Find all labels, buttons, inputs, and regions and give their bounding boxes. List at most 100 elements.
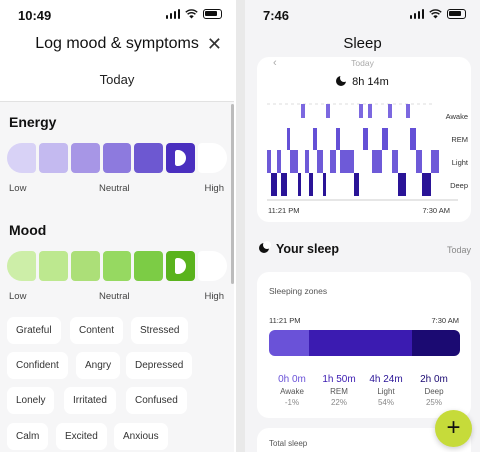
- mood-low-label: Low: [9, 291, 27, 302]
- battery-icon: [203, 9, 222, 19]
- zone-segment-deep: [412, 330, 460, 356]
- scrollbar[interactable]: [231, 104, 234, 284]
- status-time: 10:49: [18, 8, 52, 23]
- chip-depressed[interactable]: Depressed: [126, 352, 193, 379]
- hypnogram-bar: [359, 104, 363, 118]
- hypnogram-bar: [354, 173, 359, 196]
- chip-irritated[interactable]: Irritated: [64, 387, 116, 414]
- hypnogram-bar: [309, 173, 313, 196]
- mood-scale-option-6[interactable]: ✓: [166, 251, 196, 281]
- zone-percent: 22%: [330, 398, 347, 407]
- energy-scale-option-2[interactable]: [38, 143, 68, 173]
- chip-confident[interactable]: Confident: [7, 352, 68, 379]
- hypnogram-bar: [368, 104, 372, 118]
- energy-scale-option-4[interactable]: [102, 143, 132, 173]
- hypnogram-bar: [305, 150, 309, 173]
- check-icon: ✓: [175, 150, 187, 166]
- total-sleep-title: Total sleep: [269, 439, 308, 448]
- chip-anxious[interactable]: Anxious: [114, 423, 168, 450]
- zone-stat-light: 4h 24m Light 54%: [361, 374, 411, 407]
- close-icon[interactable]: ✕: [206, 34, 222, 54]
- mood-scale-option-7[interactable]: [198, 251, 228, 281]
- hypnogram-bar: [267, 150, 271, 173]
- chip-confused[interactable]: Confused: [126, 387, 187, 414]
- hypnogram-bar: [313, 128, 317, 150]
- status-time: 7:46: [263, 8, 290, 23]
- hypnogram-bar: [330, 150, 336, 173]
- mood-high-label: High: [204, 291, 224, 302]
- hypnogram-bar: [290, 150, 298, 173]
- zone-percent: 54%: [377, 398, 394, 407]
- hypnogram-bar: [372, 150, 382, 173]
- check-icon: ✓: [175, 258, 187, 274]
- signal-icon: [165, 9, 180, 19]
- energy-high-label: High: [204, 183, 224, 194]
- mood-scale-option-2[interactable]: [38, 251, 68, 281]
- your-sleep-date: Today: [446, 245, 471, 255]
- chip-calm[interactable]: Calm: [7, 423, 49, 450]
- add-button[interactable]: +: [435, 410, 472, 447]
- status-bar: 10:49: [0, 0, 236, 28]
- hypnogram-bar: [416, 150, 422, 173]
- chip-content[interactable]: Content: [70, 317, 124, 344]
- mood-scale-option-1[interactable]: [7, 251, 36, 281]
- hypnogram: [267, 103, 458, 201]
- level-deep-label: Deep: [450, 181, 468, 190]
- moon-icon: [336, 74, 349, 86]
- hypnogram-bar: [340, 150, 354, 173]
- sleep-screen: 7:46 Sleep ‹ Today 8h 14m Awake REM Ligh…: [245, 0, 480, 452]
- hypnogram-bar: [336, 128, 340, 150]
- hypnogram-bar: [271, 173, 277, 196]
- battery-icon: [447, 9, 466, 19]
- level-light-label: Light: [451, 158, 468, 167]
- chip-angry[interactable]: Angry: [76, 352, 121, 379]
- energy-title: Energy: [9, 114, 57, 130]
- zone-name: REM: [330, 387, 348, 396]
- chip-grateful[interactable]: Grateful: [7, 317, 61, 344]
- hypnogram-bar: [363, 128, 368, 150]
- graph-date: Today: [351, 58, 374, 68]
- wifi-icon: [185, 9, 198, 19]
- zones-start-time: 11:21 PM: [269, 316, 301, 325]
- chip-lonely[interactable]: Lonely: [7, 387, 55, 414]
- energy-scale-option-1[interactable]: [7, 143, 36, 173]
- chip-stressed[interactable]: Stressed: [131, 317, 189, 344]
- energy-scale-option-7[interactable]: [198, 143, 228, 173]
- your-sleep-title: Your sleep: [276, 242, 339, 256]
- mood-scale-option-3[interactable]: [70, 251, 100, 281]
- hypnogram-bar: [422, 173, 431, 196]
- energy-scale-option-3[interactable]: [70, 143, 100, 173]
- hypnogram-bar: [398, 173, 406, 196]
- mood-scale-option-5[interactable]: [134, 251, 164, 281]
- level-rem-label: REM: [451, 135, 468, 144]
- zone-stat-rem: 1h 50m REM 22%: [314, 374, 364, 407]
- energy-scale-option-5[interactable]: [134, 143, 164, 173]
- energy-neutral-label: Neutral: [99, 183, 130, 194]
- zone-value: 0h 0m: [278, 374, 306, 385]
- chip-excited[interactable]: Excited: [56, 423, 107, 450]
- zones-bar: [269, 330, 460, 356]
- level-awake-label: Awake: [445, 112, 468, 121]
- hypnogram-bar: [406, 104, 410, 118]
- zone-percent: -1%: [284, 398, 300, 407]
- sleep-duration-value: 8h 14m: [352, 76, 389, 88]
- mood-scale-option-4[interactable]: [102, 251, 132, 281]
- hypnogram-bar: [287, 128, 290, 150]
- zone-percent: 25%: [425, 398, 442, 407]
- prev-day-icon[interactable]: ‹: [273, 57, 277, 69]
- zone-segment-light: [309, 330, 412, 356]
- hypnogram-bar: [431, 150, 439, 173]
- zone-name: Deep: [424, 387, 444, 396]
- hypnogram-bar: [277, 150, 281, 173]
- zone-stat-awake: 0h 0m Awake -1%: [267, 374, 317, 407]
- hypnogram-bar: [410, 128, 416, 150]
- graph-end-time: 7:30 AM: [422, 206, 450, 215]
- status-bar: 7:46: [245, 0, 480, 28]
- mood-title: Mood: [9, 222, 47, 238]
- hypnogram-bar: [323, 173, 326, 196]
- zone-value: 2h 0m: [420, 374, 448, 385]
- tab-today[interactable]: Today: [99, 72, 135, 87]
- energy-scale: ✓: [7, 143, 228, 173]
- energy-scale-option-6[interactable]: ✓: [166, 143, 196, 173]
- moon-icon: [259, 241, 271, 253]
